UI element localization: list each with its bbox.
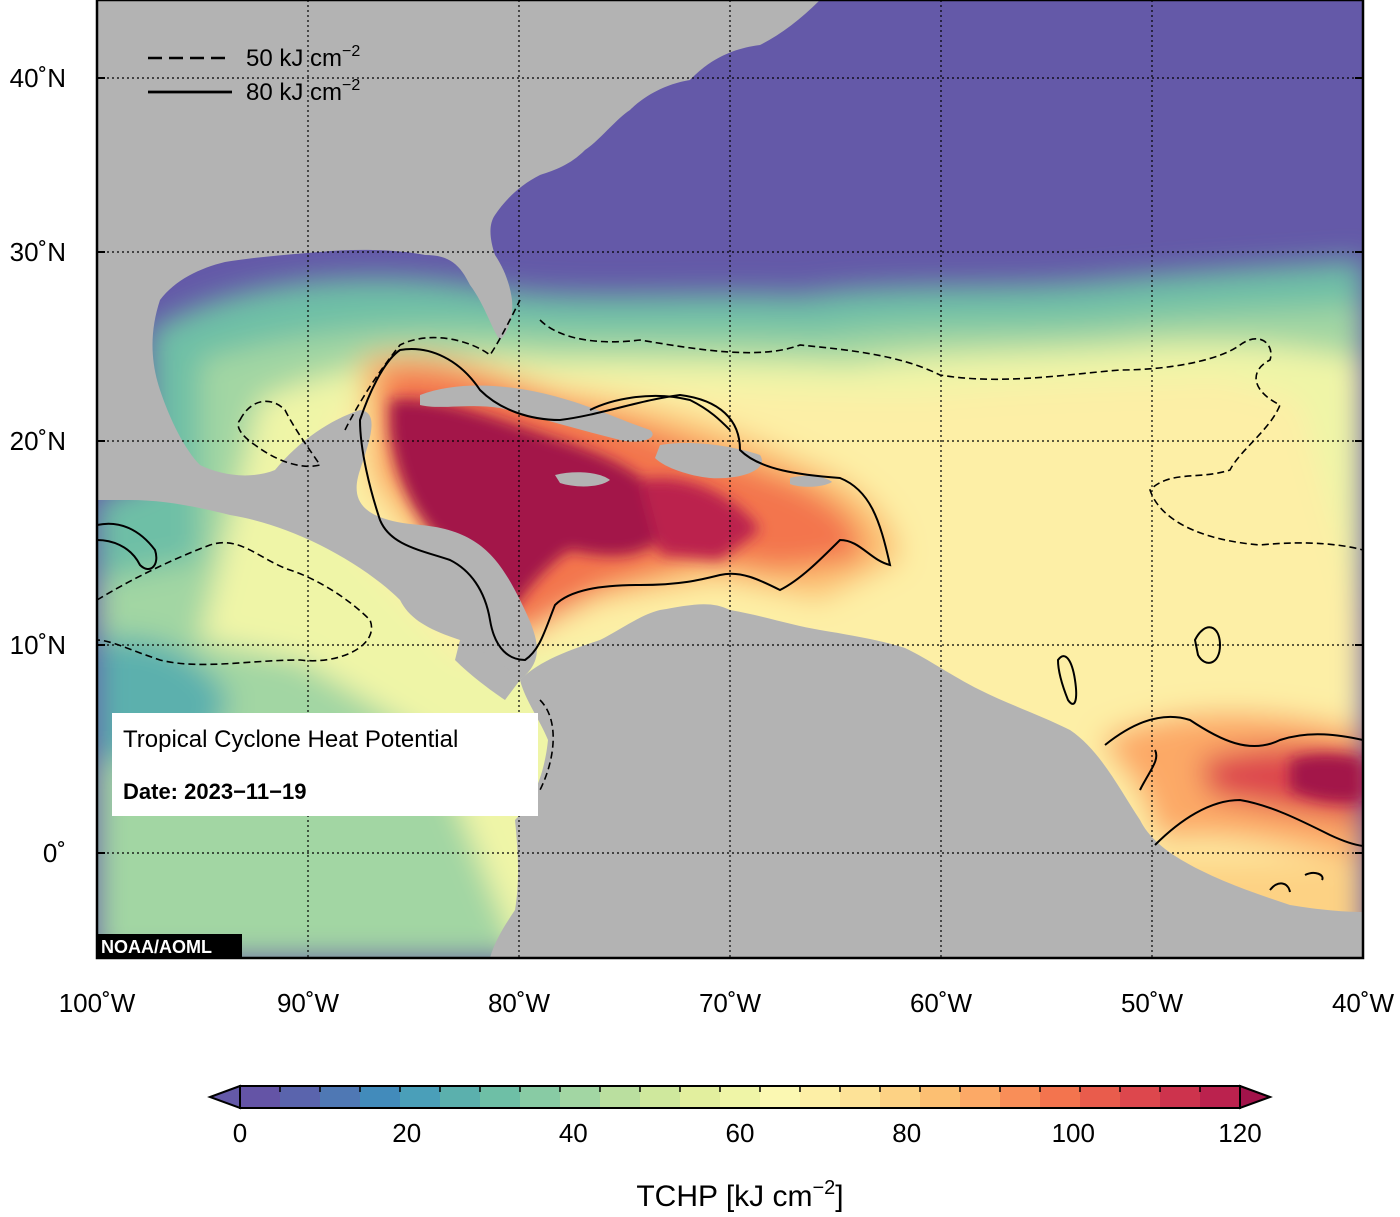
colorbar-title: TCHP [kJ cm−2] [636,1177,843,1213]
colorbar-cell [640,1086,681,1108]
land-south-america [490,604,1363,958]
colorbar-tick-labels: 0 20 40 60 80 100 120 [233,1118,1262,1148]
contour-80-eq-south [1139,749,1363,847]
contour-80-small1 [1193,626,1222,664]
lat-label-20n: 20˚N [10,426,66,456]
colorbar-cell [840,1086,881,1108]
colorbar-cell [680,1086,721,1108]
colorbar-cell [1160,1086,1201,1108]
colorbar-cell [1080,1086,1121,1108]
credit-text: NOAA/AOML [101,937,212,957]
cbar-tick-label-100: 100 [1052,1118,1095,1148]
colorbar-cell [400,1086,441,1108]
cbar-tick-label-20: 20 [392,1118,421,1148]
contour-80-pacific [97,522,158,570]
colorbar-cell [720,1086,761,1108]
colorbar-low-arrow [207,1084,241,1110]
colorbar-frame [239,1085,1241,1109]
colorbar-cell [1120,1086,1161,1108]
cbar-tick-label-80: 80 [892,1118,921,1148]
lon-label-90w: 90˚W [277,988,340,1018]
contour-80-eq-north [1104,715,1363,748]
colorbar-cell [1040,1086,1081,1108]
colorbar-cell [480,1086,521,1108]
legend-dashed-label: 50 kJ cm−2 [246,43,360,72]
colorbar-cell [280,1086,321,1108]
colorbar-cell [320,1086,361,1108]
colorbar-cell [960,1086,1001,1108]
cbar-tick-label-0: 0 [233,1118,247,1148]
colorbar: 0 20 40 60 80 100 120 TCHP [kJ cm−2] [207,1084,1273,1213]
colorbar-cell [760,1086,801,1108]
colorbar-cell [520,1086,561,1108]
lat-axis-labels: 40˚N 30˚N 20˚N 10˚N 0˚ [10,63,66,868]
colorbar-cell [600,1086,641,1108]
legend-solid-label: 80 kJ cm−2 [246,77,360,106]
land-puerto-rico [790,475,832,487]
lon-label-100w: 100˚W [59,988,136,1018]
frame-ticks [97,77,1363,854]
graticule [97,0,1363,958]
colorbar-cell [240,1086,281,1108]
cbar-tick-label-120: 120 [1218,1118,1261,1148]
cbar-tick-label-40: 40 [559,1118,588,1148]
colorbar-high-arrow [1239,1084,1273,1110]
land-north-america [97,0,820,680]
lon-axis-labels: 100˚W 90˚W 80˚W 70˚W 60˚W 50˚W 40˚W [59,988,1395,1018]
colorbar-cell [920,1086,961,1108]
colorbar-cell [360,1086,401,1108]
contour-80-caribbean [358,348,892,662]
map-frame [95,0,1365,960]
colorbar-cell [560,1086,601,1108]
colorbar-cell [880,1086,921,1108]
credit-badge: NOAA/AOML [97,934,242,958]
heat-core-caribbean [390,399,670,620]
heat-core-east [640,478,760,560]
map-panel [97,0,1363,958]
contour-50-north [344,299,1363,551]
lon-label-60w: 60˚W [910,988,973,1018]
contour-80-small2 [1056,655,1078,705]
info-box: Tropical Cyclone Heat Potential Date: 20… [112,713,538,816]
contour-legend: 50 kJ cm−2 80 kJ cm−2 [148,43,360,106]
lon-label-80w: 80˚W [488,988,551,1018]
info-box-date: Date: 2023−11−19 [123,779,307,804]
colorbar-cell [800,1086,841,1108]
credit-bg [97,934,242,958]
contour-80-eq-small [1269,871,1324,893]
colorbar-ticks [239,1086,1241,1092]
contour-50-gulf [237,400,322,468]
info-box-bg [112,713,538,816]
land-panama [455,640,520,700]
contour-50-south [97,542,373,666]
lon-label-50w: 50˚W [1121,988,1184,1018]
lat-label-0: 0˚ [43,838,66,868]
colorbar-cells [240,1086,1241,1108]
colorbar-cell [1000,1086,1041,1108]
lon-label-70w: 70˚W [699,988,762,1018]
land-jamaica [555,472,610,487]
lon-label-40w: 40˚W [1332,988,1395,1018]
info-box-title: Tropical Cyclone Heat Potential [123,726,458,753]
lat-label-10n: 10˚N [10,630,66,660]
lat-label-40n: 40˚N [10,63,66,93]
heat-core-eq [1290,754,1363,802]
cbar-tick-label-60: 60 [726,1118,755,1148]
land-hispaniola [655,443,762,479]
contours [97,299,1363,893]
colorbar-cell [440,1086,481,1108]
colorbar-cell [1200,1086,1241,1108]
heat-core [390,399,1363,802]
lat-label-30n: 30˚N [10,237,66,267]
land [97,0,1363,958]
contour-80-bahamas [589,394,731,431]
land-cuba [420,385,653,442]
